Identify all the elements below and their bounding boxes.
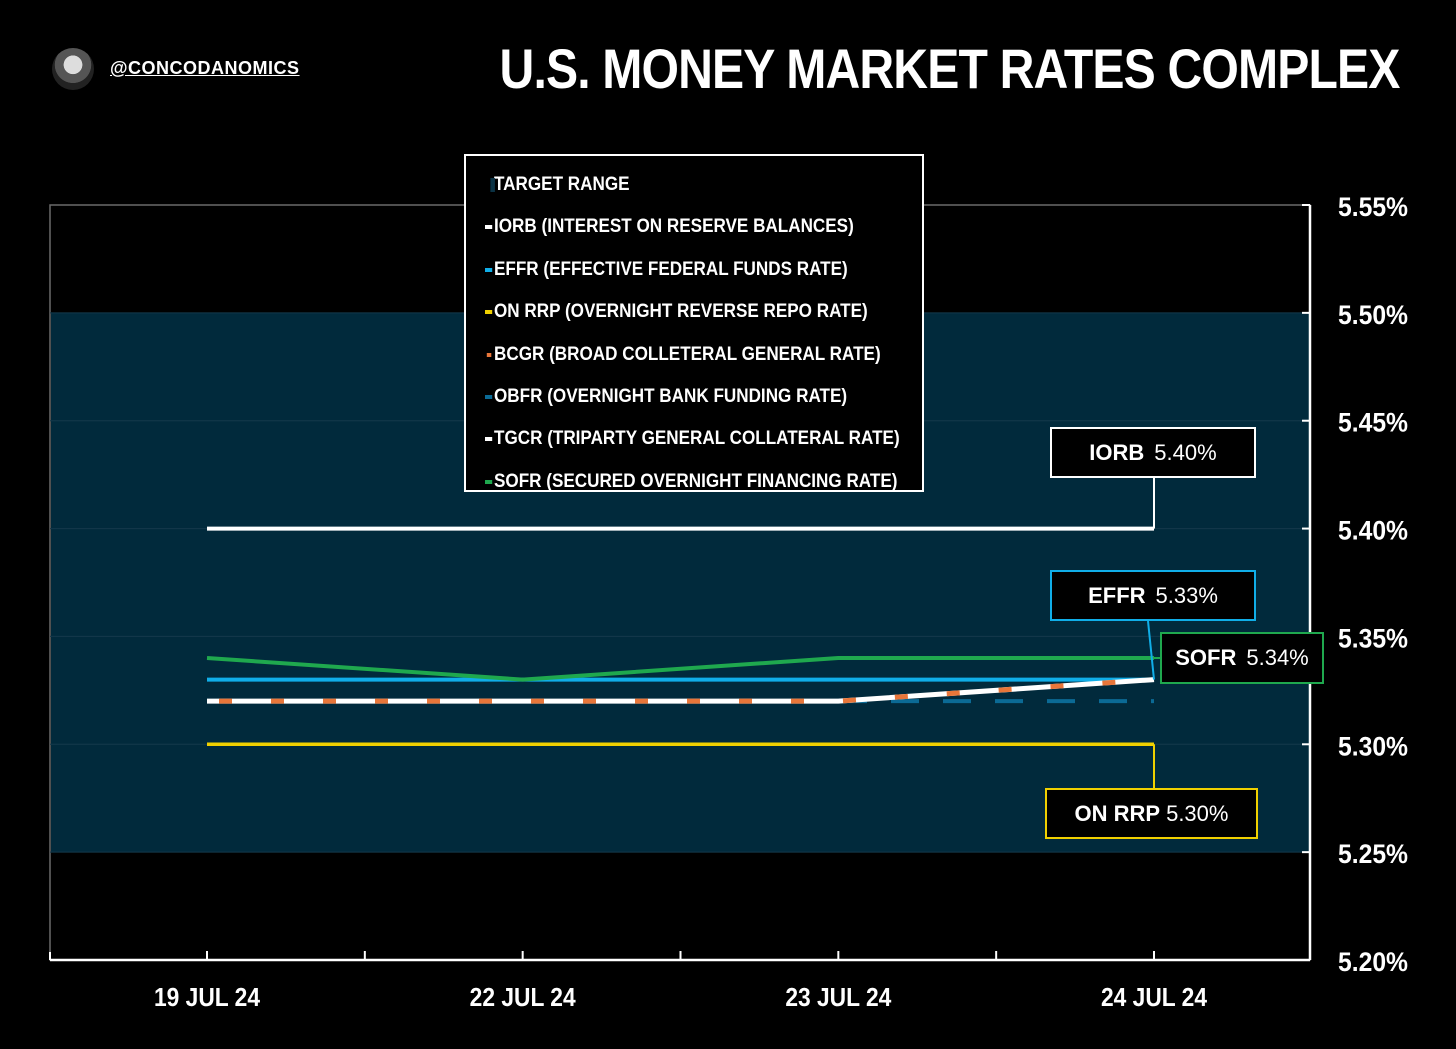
legend-label-tgcr: TGCR (TRIPARTY GENERAL COLLATERAL RATE) <box>494 428 900 450</box>
legend-label-target-range: TARGET RANGE <box>494 174 630 195</box>
legend-item-sofr: SOFR (SECURED OVERNIGHT FINANCING RATE) <box>485 461 897 503</box>
legend-swatch-obfr <box>485 394 493 399</box>
legend-item-target-range: TARGET RANGE <box>490 164 879 206</box>
x-tick-label: 24 JUL 24 <box>1101 982 1207 1012</box>
avatar <box>52 48 94 90</box>
legend-label-iorb: IORB (INTEREST ON RESERVE BALANCES) <box>494 216 854 238</box>
legend-label-effr: EFFR (EFFECTIVE FEDERAL FUNDS RATE) <box>494 258 848 280</box>
legend-swatch-iorb <box>485 225 493 230</box>
legend-item-effr: EFFR (EFFECTIVE FEDERAL FUNDS RATE) <box>485 249 879 291</box>
legend-item-iorb: IORB (INTEREST ON RESERVE BALANCES) <box>485 206 879 248</box>
chart-legend: TARGET RANGE IORB (INTEREST ON RESERVE B… <box>464 154 924 492</box>
legend-label-bcgr: BCGR (BROAD COLLETERAL GENERAL RATE) <box>494 343 881 365</box>
y-tick-label: 5.45% <box>1338 408 1408 438</box>
callout-onrrp-value: 5.30% <box>1166 800 1229 826</box>
y-tick-label: 5.50% <box>1338 300 1408 330</box>
legend-swatch-sofr <box>485 479 493 484</box>
legend-swatch-effr <box>485 267 493 272</box>
legend-swatch-tgcr <box>485 437 493 442</box>
y-tick-label: 5.25% <box>1338 839 1408 869</box>
legend-label-sofr: SOFR (SECURED OVERNIGHT FINANCING RATE) <box>494 470 898 492</box>
callout-onrrp: ON RRP 5.30% <box>1045 788 1258 839</box>
page-title: U.S. MONEY MARKET RATES COMPLEX <box>499 37 1401 100</box>
x-tick-label: 23 JUL 24 <box>785 982 891 1012</box>
callout-sofr: SOFR 5.34% <box>1160 632 1324 684</box>
legend-item-obfr: OBFR (OVERNIGHT BANK FUNDING RATE) <box>485 376 879 418</box>
x-tick-label: 22 JUL 24 <box>470 982 576 1012</box>
legend-swatch-bcgr <box>486 352 492 357</box>
legend-label-onrrp: ON RRP (OVERNIGHT REVERSE REPO RATE) <box>494 301 868 323</box>
x-tick-label: 19 JUL 24 <box>154 982 260 1012</box>
y-tick-label: 5.30% <box>1338 731 1408 761</box>
y-tick-label: 5.35% <box>1338 623 1408 653</box>
leader-line-effr <box>1147 620 1155 680</box>
legend-item-tgcr: TGCR (TRIPARTY GENERAL COLLATERAL RATE) <box>485 418 900 460</box>
legend-swatch-target-range <box>490 178 495 192</box>
legend-item-bcgr: BCGR (BROAD COLLETERAL GENERAL RATE) <box>486 334 881 376</box>
callout-sofr-label: SOFR <box>1175 645 1237 670</box>
series-line-sofr <box>206 656 1154 682</box>
callout-effr-label: EFFR <box>1088 582 1146 608</box>
callout-sofr-value: 5.34% <box>1246 645 1309 670</box>
y-tick-label: 5.55% <box>1338 192 1408 222</box>
callout-iorb-value: 5.40% <box>1154 439 1217 465</box>
callout-onrrp-label: ON RRP <box>1074 800 1161 826</box>
callout-effr: EFFR 5.33% <box>1050 570 1256 621</box>
callout-iorb-label: IORB <box>1089 439 1145 465</box>
y-tick-label: 5.20% <box>1338 947 1408 977</box>
callout-effr-value: 5.33% <box>1155 582 1218 608</box>
legend-swatch-onrrp <box>485 310 493 315</box>
callout-iorb: IORB 5.40% <box>1050 427 1256 478</box>
author-handle[interactable]: @CONCODANOMICS <box>110 58 300 78</box>
y-tick-label: 5.40% <box>1338 516 1408 546</box>
legend-label-obfr: OBFR (OVERNIGHT BANK FUNDING RATE) <box>494 385 848 407</box>
legend-item-onrrp: ON RRP (OVERNIGHT REVERSE REPO RATE) <box>485 291 879 333</box>
series-line-tgcr <box>207 677 1155 704</box>
